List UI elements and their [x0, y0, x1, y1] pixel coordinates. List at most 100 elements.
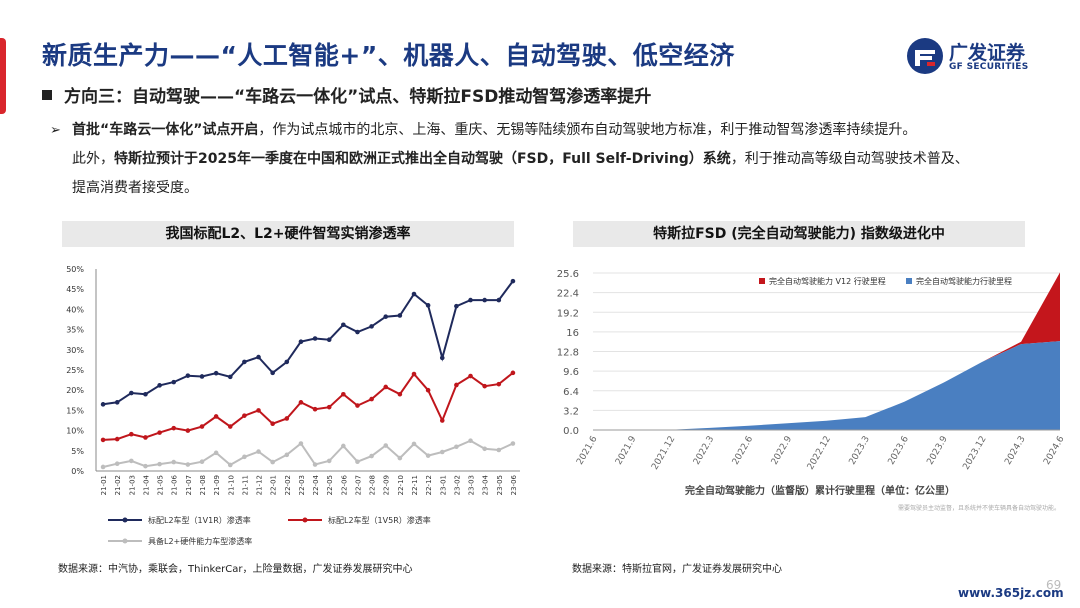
- x-axis-title: 完全自动驾驶能力（监督版）累计行驶里程（单位：亿公里）: [685, 484, 955, 497]
- data-point: [129, 390, 134, 396]
- data-point: [185, 428, 191, 433]
- x-tick-label: 2023.3: [848, 435, 872, 467]
- data-point: [100, 464, 106, 470]
- data-point: [270, 370, 275, 376]
- data-point: [397, 455, 403, 461]
- x-tick-label: 21-09: [213, 475, 221, 495]
- data-point: [143, 463, 148, 469]
- data-point: [510, 370, 516, 376]
- x-tick-label: 23-03: [468, 475, 476, 495]
- data-point: [482, 297, 487, 303]
- data-point: [270, 459, 275, 465]
- y-tick-label: 10%: [66, 427, 84, 436]
- data-point: [454, 444, 459, 450]
- subtitle-text: 方向三：自动驾驶——“车路云一体化”试点、特斯拉FSD推动智驾渗透率提升: [64, 87, 652, 107]
- body-p1-rest: ，作为试点城市的北京、上海、重庆、无锡等陆续颁布自动驾驶地方标准，利于推动智驾渗…: [258, 122, 917, 138]
- data-point: [242, 454, 247, 460]
- data-point: [496, 381, 502, 387]
- data-point: [227, 462, 233, 468]
- x-tick-label: 2022.12: [806, 435, 833, 472]
- y-tick-label: 5%: [71, 447, 84, 456]
- data-point: [143, 391, 148, 397]
- data-point: [298, 441, 304, 446]
- data-point: [369, 324, 374, 329]
- data-point: [100, 437, 106, 443]
- body-p1-bold: 首批“车路云一体化”试点开启: [72, 122, 259, 138]
- data-point: [482, 383, 487, 389]
- data-point: [510, 278, 516, 284]
- y-tick-label: 22.4: [557, 289, 579, 300]
- x-tick-label: 21-01: [100, 475, 108, 495]
- gf-logo-icon: [907, 38, 943, 74]
- x-tick-label: 2023.12: [961, 435, 988, 472]
- data-point: [341, 443, 346, 449]
- x-tick-label: 21-10: [227, 475, 235, 495]
- series-line-3: [102, 439, 514, 468]
- x-tick-label: 21-06: [171, 474, 179, 495]
- data-point: [100, 402, 106, 407]
- x-tick-label: 2023.6: [887, 434, 912, 467]
- section-subtitle: 方向三：自动驾驶——“车路云一体化”试点、特斯拉FSD推动智驾渗透率提升: [42, 82, 651, 107]
- arrow-bullet-icon: ➢: [50, 123, 61, 138]
- y-tick-label: 15%: [66, 406, 84, 415]
- x-tick-label: 2022.6: [731, 434, 756, 467]
- x-tick-label: 22-07: [354, 475, 362, 495]
- data-point: [312, 336, 318, 341]
- data-point: [439, 355, 445, 361]
- data-point: [454, 303, 459, 309]
- x-tick-label: 23-01: [439, 475, 447, 495]
- data-point: [129, 431, 134, 437]
- data-point: [284, 359, 290, 365]
- data-point: [227, 374, 233, 380]
- data-point: [157, 383, 162, 388]
- fsd-mileage-area: [593, 341, 1060, 430]
- data-point: [185, 373, 191, 378]
- y-tick-label: 0%: [71, 467, 84, 476]
- body-p2-bold: 特斯拉预计于2025年一季度在中国和欧洲正式推出全自动驾驶（FSD，Full S…: [114, 151, 731, 167]
- data-point: [185, 462, 191, 467]
- legend-swatch: [759, 278, 765, 284]
- x-tick-label: 23-05: [496, 475, 504, 495]
- data-point: [326, 458, 332, 464]
- data-point: [157, 430, 162, 435]
- data-point: [199, 459, 205, 465]
- right-chart-header: 特斯拉FSD (完全自动驾驶能力) 指数级进化中: [573, 221, 1025, 247]
- legend-swatch: [906, 278, 912, 284]
- x-tick-label: 2022.9: [770, 434, 795, 467]
- x-tick-label: 2021.9: [614, 434, 639, 467]
- x-tick-label: 21-08: [199, 475, 207, 495]
- legend-label: 标配L2车型（1V1R）渗透率: [148, 515, 251, 525]
- y-tick-label: 12.8: [557, 348, 579, 359]
- data-point: [114, 461, 120, 467]
- x-tick-label: 22-04: [312, 474, 320, 495]
- page-number: 69: [1046, 578, 1062, 592]
- y-tick-label: 25%: [66, 366, 84, 375]
- x-tick-label: 2024.3: [1003, 435, 1027, 467]
- x-tick-label: 21-04: [142, 474, 150, 495]
- data-point: [411, 371, 417, 377]
- x-tick-label: 22-10: [397, 475, 405, 495]
- data-point: [227, 424, 233, 429]
- y-tick-label: 6.4: [563, 387, 579, 398]
- x-tick-label: 21-07: [185, 475, 193, 495]
- x-tick-label: 21-03: [128, 475, 136, 495]
- data-point: [256, 408, 261, 413]
- data-point: [213, 414, 219, 419]
- x-tick-label: 2021.6: [575, 434, 600, 467]
- data-point: [242, 359, 247, 365]
- data-point: [284, 416, 290, 421]
- data-point: [284, 452, 290, 458]
- x-tick-label: 22-11: [411, 475, 419, 495]
- page-title: 新质生产力——“人工智能+”、机器人、自动驾驶、低空经济: [42, 41, 735, 70]
- data-point: [397, 391, 403, 397]
- data-point: [114, 436, 120, 442]
- data-point: [326, 404, 332, 410]
- x-tick-label: 2021.12: [650, 435, 677, 472]
- x-tick-label: 2024.6: [1042, 434, 1065, 467]
- data-point: [199, 374, 205, 379]
- legend-label: 具备L2+硬件能力车型渗透率: [148, 536, 252, 546]
- y-tick-label: 3.2: [563, 406, 579, 417]
- body-p2-rest: ，利于推动高等级自动驾驶技术普及、: [730, 151, 969, 167]
- data-point: [143, 435, 148, 440]
- data-point: [171, 459, 177, 465]
